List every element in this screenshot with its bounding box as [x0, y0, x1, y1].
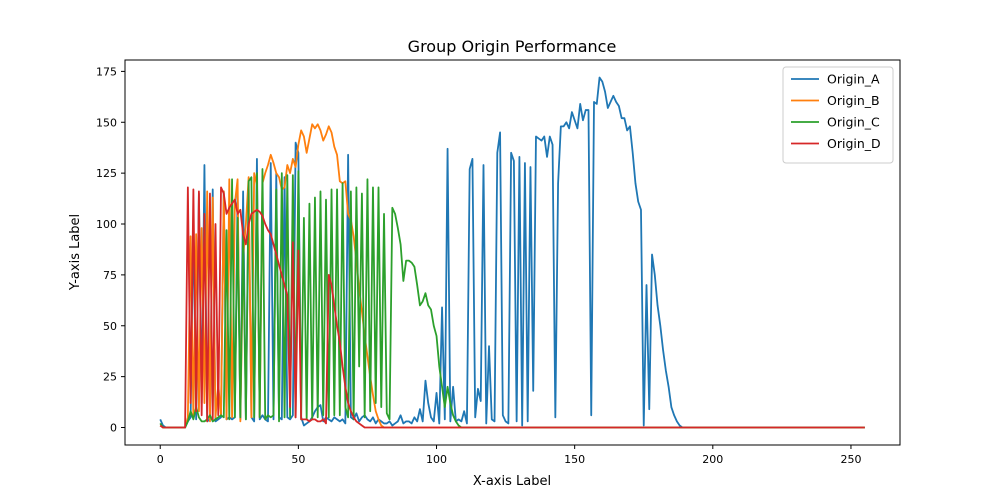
- y-tick-label: 75: [103, 269, 117, 282]
- x-tick-label: 100: [426, 453, 447, 466]
- chart-title: Group Origin Performance: [408, 37, 617, 56]
- series-line-origin-c: [159, 168, 865, 429]
- legend: Origin_A Origin_B Origin_C Origin_D: [782, 66, 894, 164]
- axes-frame: [124, 59, 901, 446]
- x-tick-label: 150: [564, 453, 585, 466]
- y-tick-label: 0: [110, 422, 117, 435]
- y-tick-label: 125: [96, 167, 117, 180]
- y-tick-label: 150: [96, 116, 117, 129]
- y-tick-label: 25: [103, 371, 117, 384]
- y-tick-label: 100: [96, 218, 117, 231]
- legend-entry-label: Origin_A: [827, 72, 880, 87]
- x-tick-label: 250: [840, 453, 861, 466]
- x-tick-label: 0: [157, 453, 164, 466]
- x-axis-label: X-axis Label: [473, 474, 551, 489]
- y-axis-label: Y-axis Label: [68, 214, 83, 291]
- legend-entry-label: Origin_D: [827, 136, 881, 151]
- y-tick-label: 50: [103, 320, 117, 333]
- legend-box: [782, 66, 894, 164]
- legend-entry-label: Origin_B: [827, 93, 880, 108]
- x-tick-label: 50: [291, 453, 305, 466]
- legend-entry-label: Origin_C: [827, 115, 880, 130]
- y-tick-label: 175: [96, 65, 117, 78]
- series-line-origin-a: [159, 76, 865, 429]
- series-line-origin-d: [159, 186, 865, 429]
- x-tick-label: 200: [702, 453, 723, 466]
- plot-lines: [159, 76, 865, 429]
- series-line-origin-b: [159, 123, 865, 429]
- axes-ticks: 0 50 100 150 200 250 0 25 50 75 100 125 150 175: [96, 65, 861, 466]
